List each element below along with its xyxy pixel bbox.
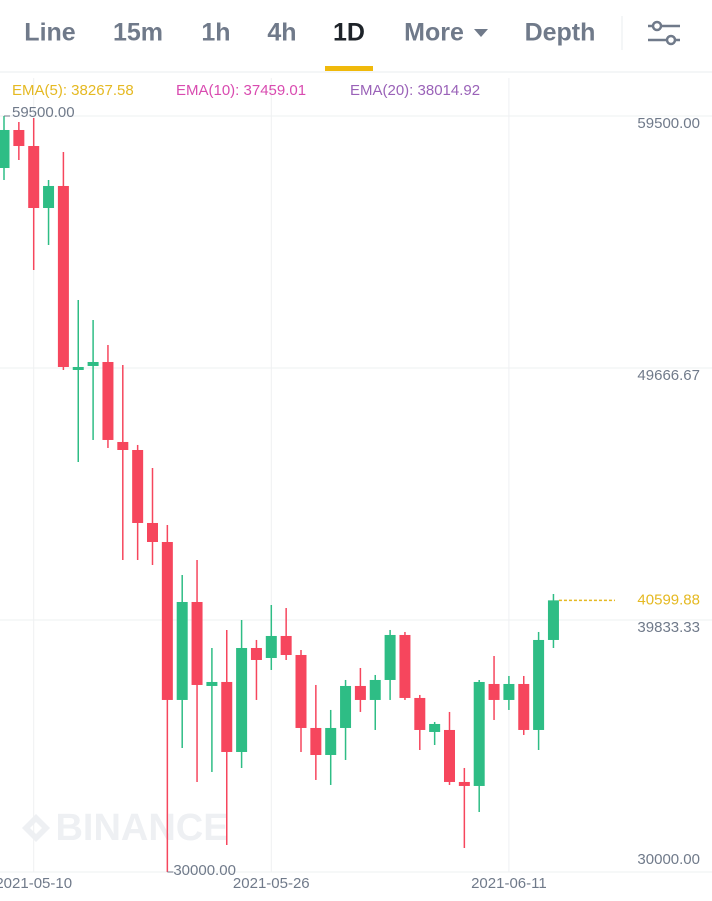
candle-body bbox=[43, 185, 55, 209]
candle-body bbox=[236, 647, 248, 752]
candle-body bbox=[250, 647, 262, 660]
candle-body bbox=[458, 781, 470, 786]
candle-body bbox=[384, 634, 396, 680]
max-label: 59500.00 bbox=[12, 104, 75, 121]
tab[interactable]: 15m bbox=[113, 19, 163, 47]
candle-body bbox=[399, 634, 411, 698]
y-tick-label: 30000.00 bbox=[637, 851, 700, 868]
candle-body bbox=[13, 129, 25, 147]
more-caret[interactable] bbox=[474, 29, 488, 37]
candle-body bbox=[0, 129, 10, 168]
tab[interactable]: Depth bbox=[525, 19, 596, 47]
tab[interactable]: 1h bbox=[201, 19, 230, 47]
settings-icon[interactable] bbox=[648, 20, 680, 46]
candle-body bbox=[310, 727, 322, 755]
candle-body bbox=[28, 146, 40, 209]
candle-body bbox=[414, 697, 426, 730]
candle-body bbox=[488, 683, 500, 700]
toolbar bbox=[0, 16, 712, 73]
candle-body bbox=[340, 685, 352, 728]
candle-body bbox=[354, 685, 366, 700]
candle-body bbox=[147, 522, 158, 542]
candle-body bbox=[57, 185, 69, 367]
watermark-logo bbox=[22, 814, 50, 842]
candle-body bbox=[191, 601, 203, 685]
x-tick-label: 2021-05-10 bbox=[0, 875, 72, 892]
tab[interactable]: 4h bbox=[267, 19, 296, 47]
candle-body bbox=[325, 727, 337, 755]
candle-body bbox=[161, 541, 173, 700]
y-tick-label: 59500.00 bbox=[637, 115, 700, 132]
candle-body bbox=[102, 361, 114, 440]
tab-indicator bbox=[325, 66, 373, 71]
candle-body bbox=[503, 683, 515, 700]
watermark: BINANCE bbox=[55, 807, 228, 849]
candle-body bbox=[473, 681, 485, 786]
x-tick-label: 2021-06-11 bbox=[471, 875, 547, 892]
candle-body bbox=[72, 366, 84, 370]
candle-body bbox=[429, 723, 441, 732]
x-tick-label: 2021-05-26 bbox=[233, 875, 310, 892]
candle-body bbox=[369, 679, 381, 700]
legend-entry: EMA(5): 38267.58 bbox=[12, 82, 134, 99]
candle-body bbox=[518, 683, 530, 730]
candle-body bbox=[444, 729, 455, 782]
candle-body bbox=[87, 361, 99, 366]
legend-entry: EMA(10): 37459.01 bbox=[176, 82, 306, 99]
candle-body bbox=[280, 635, 292, 655]
candle-body bbox=[176, 601, 188, 700]
last-price-label: 40599.88 bbox=[637, 591, 700, 608]
candle-body bbox=[221, 681, 233, 752]
tab[interactable]: More bbox=[404, 19, 464, 47]
candle-body bbox=[295, 654, 307, 728]
min-label: 30000.00 bbox=[173, 862, 236, 879]
candle-body bbox=[206, 681, 218, 686]
tab[interactable]: 1D bbox=[333, 19, 365, 47]
candle-body bbox=[132, 449, 144, 523]
candle-body bbox=[533, 639, 545, 730]
legend-entry: EMA(20): 38014.92 bbox=[350, 82, 480, 99]
candle-body bbox=[117, 441, 129, 450]
candle-body bbox=[265, 635, 277, 658]
candle-body bbox=[547, 600, 559, 640]
tab[interactable]: Line bbox=[24, 19, 75, 47]
y-tick-label: 49666.67 bbox=[637, 367, 700, 384]
y-tick-label: 39833.33 bbox=[637, 619, 700, 636]
